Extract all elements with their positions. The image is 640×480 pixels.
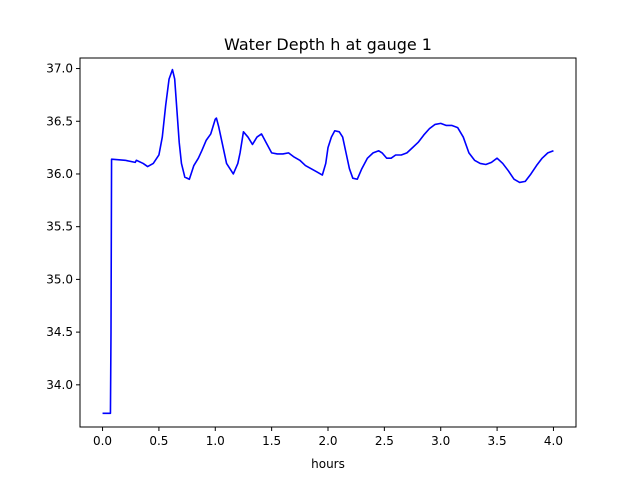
y-tick-label: 36.0 <box>46 167 73 181</box>
x-tick-label: 1.0 <box>206 434 225 448</box>
plot-area <box>102 68 554 415</box>
y-tick-label: 37.0 <box>46 62 73 76</box>
y-tick-label: 36.5 <box>46 114 73 128</box>
x-tick-label: 2.0 <box>318 434 337 448</box>
x-axis: 0.0 0.5 1.0 1.5 2.0 2.5 3.0 3.5 4.0 <box>93 427 563 448</box>
y-tick-label: 35.5 <box>46 220 73 234</box>
y-tick-label: 34.5 <box>46 325 73 339</box>
x-tick-label: 3.5 <box>488 434 507 448</box>
x-tick-label: 2.5 <box>375 434 394 448</box>
y-tick-label: 35.0 <box>46 272 73 286</box>
x-axis-label: hours <box>311 457 345 471</box>
chart-title: Water Depth h at gauge 1 <box>224 35 432 54</box>
x-tick-label: 4.0 <box>544 434 563 448</box>
x-tick-label: 0.5 <box>149 434 168 448</box>
x-tick-label: 1.5 <box>262 434 281 448</box>
series-line <box>102 68 554 415</box>
x-tick-label: 0.0 <box>93 434 112 448</box>
x-tick-label: 3.0 <box>431 434 450 448</box>
y-axis: 34.0 34.5 35.0 35.5 36.0 36.5 37.0 <box>46 62 80 392</box>
y-tick-label: 34.0 <box>46 378 73 392</box>
